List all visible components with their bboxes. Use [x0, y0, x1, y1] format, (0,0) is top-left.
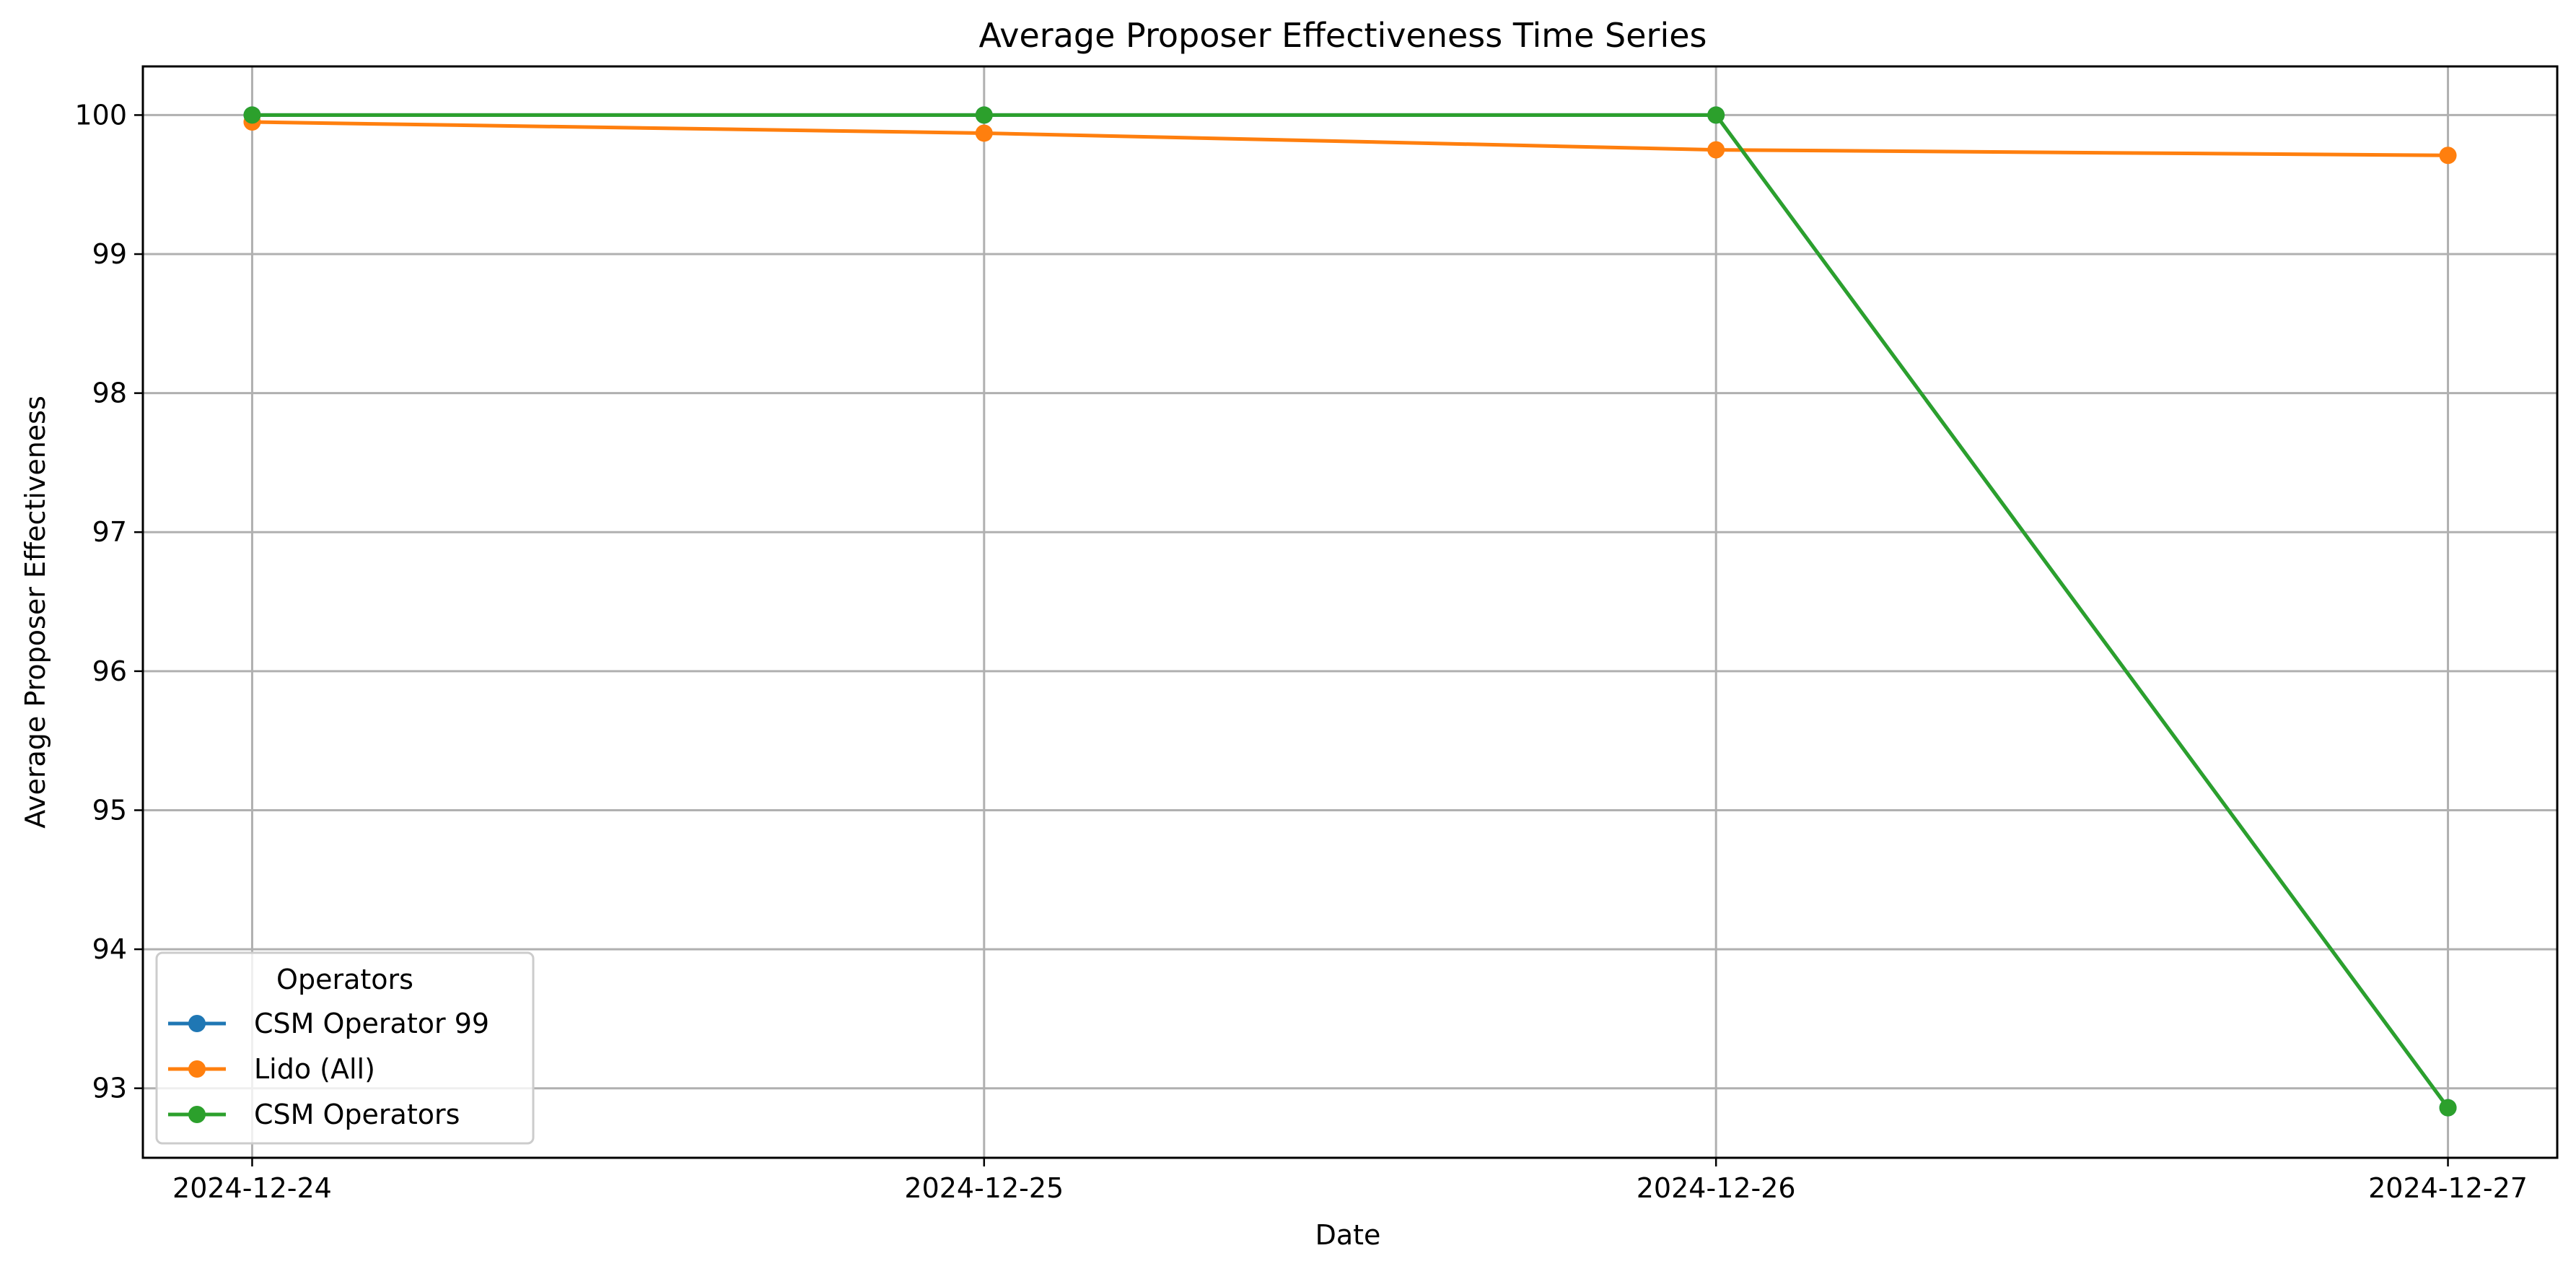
- data-point-csm-operators: [2439, 1099, 2457, 1117]
- y-tick-label: 94: [92, 933, 127, 965]
- series-lines: [243, 106, 2457, 1117]
- y-tick-label: 93: [92, 1073, 127, 1104]
- data-point-csm-operators: [1707, 106, 1725, 124]
- legend-swatch-marker: [188, 1060, 206, 1078]
- chart-title: Average Proposer Effectiveness Time Seri…: [979, 16, 1707, 55]
- legend-label: CSM Operator 99: [254, 1008, 489, 1039]
- y-tick-label: 98: [92, 378, 127, 409]
- series-line-csm-operators: [252, 113, 2450, 1109]
- legend-title: Operators: [276, 964, 413, 995]
- series-line-lido-all: [252, 120, 2448, 157]
- x-tick-label: 2024-12-25: [904, 1172, 1064, 1204]
- data-point-lido-all: [2439, 147, 2457, 165]
- legend-entry-csm-operator-99: CSM Operator 99: [168, 1008, 489, 1039]
- y-tick-label: 97: [92, 516, 127, 548]
- data-point-lido-all: [975, 124, 993, 142]
- axis-ticks: 2024-12-24 2024-12-25 2024-12-26 2024-12-27…: [74, 99, 2528, 1204]
- legend-swatch-marker: [188, 1106, 206, 1123]
- grid: [143, 66, 2557, 1158]
- series-csm-operators: [243, 106, 2457, 1117]
- y-axis-label: Average Proposer Effectiveness: [19, 396, 51, 829]
- data-point-csm-operators: [975, 106, 993, 124]
- data-point-lido-all: [1707, 141, 1725, 159]
- y-tick-label: 96: [92, 655, 127, 687]
- legend-swatch-marker: [188, 1015, 206, 1032]
- legend-box: [155, 951, 535, 1145]
- x-tick-label: 2024-12-26: [1637, 1172, 1796, 1204]
- legend-entry-csm-operators: CSM Operators: [168, 1099, 460, 1130]
- y-tick-label: 95: [92, 794, 127, 826]
- legend-entry-lido-all: Lido (All): [168, 1053, 375, 1085]
- data-point-csm-operators: [243, 106, 261, 124]
- legend-label: CSM Operators: [254, 1099, 460, 1130]
- x-tick-label: 2024-12-27: [2368, 1172, 2528, 1204]
- x-tick-label: 2024-12-24: [172, 1172, 332, 1204]
- x-axis-label: Date: [1315, 1219, 1381, 1251]
- y-tick-label: 99: [92, 238, 127, 270]
- legend-label: Lido (All): [254, 1053, 375, 1085]
- plot-area-frame: [141, 65, 2559, 1159]
- legend-entries: CSM Operator 99 Lido (All) CSM Operators: [168, 1008, 489, 1130]
- y-tick-label: 100: [74, 99, 127, 131]
